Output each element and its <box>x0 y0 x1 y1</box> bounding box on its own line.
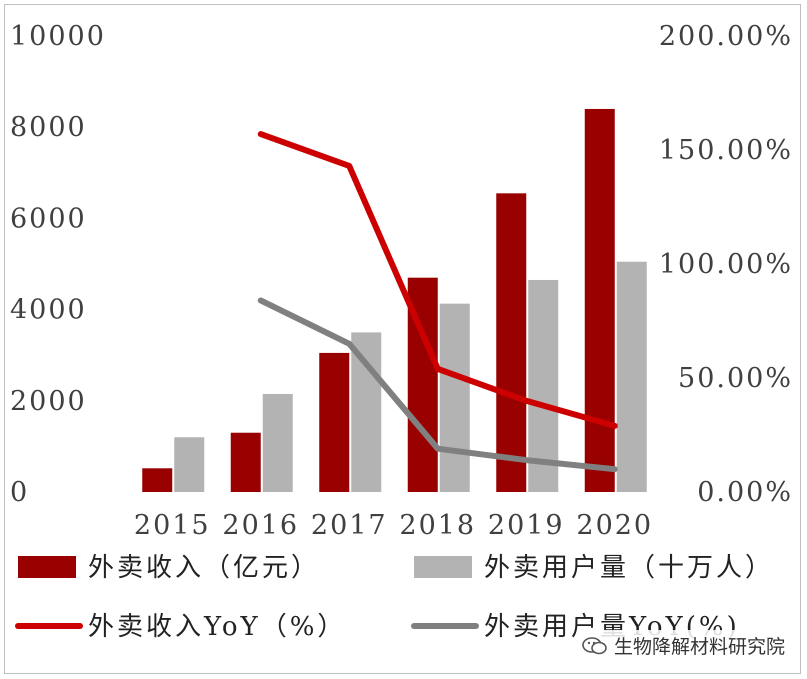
left-axis-tick: 6000 <box>10 203 87 234</box>
bar-revenue <box>496 193 527 492</box>
bar-users <box>616 261 647 492</box>
right-axis-tick: 0.00% <box>697 477 793 508</box>
left-axis-tick: 8000 <box>10 112 87 143</box>
bar-users <box>174 437 205 492</box>
line-revenue-yoy <box>257 131 618 429</box>
left-axis-tick: 4000 <box>10 295 87 326</box>
watermark-text: 生物降解材料研究院 <box>613 636 785 658</box>
right-axis-tick: 200.00% <box>659 21 793 52</box>
wechat-icon <box>582 636 607 654</box>
line-users-yoy <box>257 297 618 473</box>
legend-label: 外卖用户量（十万人） <box>484 553 774 583</box>
bar-revenue <box>319 352 350 492</box>
x-axis-tick: 2020 <box>576 510 653 541</box>
bar-users <box>439 303 470 492</box>
x-axis-tick: 2018 <box>399 510 476 541</box>
bar-revenue <box>142 468 173 492</box>
bar-revenue <box>230 432 261 492</box>
bar-users <box>528 279 559 492</box>
legend-swatch-bar <box>18 556 76 578</box>
watermark: 生物降解材料研究院 <box>577 630 789 661</box>
x-axis-tick: 2015 <box>134 510 211 541</box>
left-axis-tick: 10000 <box>10 21 106 52</box>
bar-users <box>262 393 293 492</box>
legend-label: 外卖收入YoY（%） <box>88 612 346 642</box>
legend-label: 外卖收入（亿元） <box>88 553 320 583</box>
left-axis-tick: 0 <box>10 477 29 508</box>
bar-revenue <box>584 108 615 493</box>
x-axis-tick: 2017 <box>311 510 388 541</box>
chart-frame <box>4 4 801 674</box>
right-axis-tick: 50.00% <box>678 363 793 394</box>
right-axis-tick: 150.00% <box>659 135 793 166</box>
x-axis-tick: 2016 <box>222 510 299 541</box>
left-axis-tick: 2000 <box>10 386 87 417</box>
right-axis-tick: 100.00% <box>659 249 793 280</box>
x-axis-tick: 2019 <box>488 510 565 541</box>
bar-users <box>351 332 382 492</box>
legend-swatch-bar <box>414 556 472 578</box>
